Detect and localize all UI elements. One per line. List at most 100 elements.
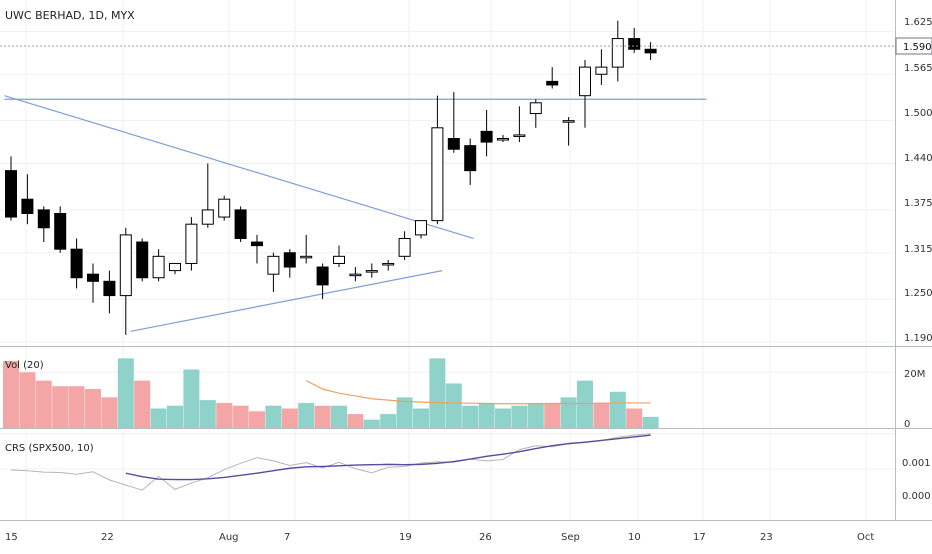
candle (628, 27, 641, 53)
time-tick: Aug (219, 532, 239, 543)
volume-bar (183, 369, 200, 428)
candle-body (316, 266, 329, 286)
time-tick: 10 (628, 532, 641, 543)
candle (201, 163, 214, 228)
candle (447, 92, 460, 153)
volume-bar (626, 408, 643, 428)
volume-bar (35, 380, 52, 428)
candle (316, 263, 329, 300)
volume-axis: 20M 0 (904, 369, 925, 430)
last-price-tag (895, 37, 932, 55)
candle-body (234, 209, 247, 239)
price-tick: 1.625 (904, 17, 932, 28)
candle (497, 134, 509, 143)
candle-body (119, 234, 132, 297)
volume-bar (478, 402, 495, 428)
price-tick: 1.375 (904, 198, 932, 209)
price-tick: 1.500 (904, 108, 932, 119)
volume-bar (216, 402, 233, 428)
crs-tick: 0.001 (902, 458, 931, 469)
trendline (4, 95, 474, 240)
candle (251, 234, 263, 264)
volume-bar (593, 402, 610, 428)
volume-bar (298, 402, 315, 428)
volume-bar (609, 391, 626, 428)
candle-body (595, 66, 608, 75)
volume-bar (3, 361, 19, 428)
time-tick: 23 (760, 532, 773, 543)
price-tick: 1.565 (904, 63, 932, 74)
time-tick: 7 (284, 532, 290, 543)
candle (5, 156, 17, 221)
candle (234, 206, 247, 243)
candle (218, 195, 231, 221)
volume-bar (265, 405, 282, 428)
candle-body (431, 127, 444, 222)
volume-bar (380, 414, 397, 428)
candle-body (70, 248, 83, 279)
time-tick: 19 (399, 532, 412, 543)
candle-body (513, 134, 526, 137)
volume-bars (3, 358, 659, 428)
last-price-label: 1.590 (903, 42, 932, 53)
time-tick: 15 (5, 532, 18, 543)
candle-body (87, 273, 99, 282)
volume-bar (150, 408, 167, 428)
candle (431, 95, 444, 225)
volume-tick: 0 (904, 419, 910, 430)
candle (333, 245, 345, 268)
candle-body (480, 130, 493, 143)
volume-bar (249, 411, 265, 428)
candle-body (562, 120, 575, 123)
candle-body (169, 262, 181, 272)
volume-bar (429, 358, 446, 428)
candle-body (579, 66, 591, 97)
candle (300, 234, 313, 264)
candlesticks (5, 20, 657, 335)
candle-body (382, 262, 395, 266)
volume-bar (85, 389, 101, 428)
chart-title: UWC BERHAD, 1D, MYX (5, 9, 135, 22)
volume-label: Vol (20) (5, 360, 44, 371)
candle-body (21, 198, 34, 214)
candle (267, 252, 280, 293)
candle-body (464, 145, 477, 172)
candle-body (529, 102, 542, 115)
candle (529, 99, 542, 128)
candle (87, 263, 99, 303)
candle-body (497, 138, 509, 141)
crs-line (10, 433, 651, 491)
price-axis[interactable]: 1.625 1.565 1.500 1.440 1.375 1.315 1.25… (904, 17, 932, 344)
time-axis[interactable]: 15 22 Aug 7 19 26 Sep 10 17 23 Oct (5, 532, 874, 543)
candle (70, 238, 83, 289)
candle (644, 42, 657, 60)
candle (480, 109, 493, 157)
crs-label: CRS (SPX500, 10) (5, 443, 94, 454)
price-tick: 1.190 (904, 333, 932, 344)
candle (546, 67, 559, 89)
candle (169, 262, 181, 275)
candle-body (447, 138, 460, 150)
candle (152, 249, 165, 282)
volume-bar (331, 405, 347, 428)
time-tick: 26 (479, 532, 492, 543)
candle (415, 220, 427, 239)
volume-bar (314, 405, 331, 428)
trendlines (4, 95, 707, 332)
crs-axis: 0.001 0.000 (902, 458, 931, 502)
candle (365, 263, 378, 278)
time-tick: 22 (101, 532, 114, 543)
candle-body (300, 255, 313, 259)
volume-bar (134, 380, 151, 428)
candle (54, 206, 67, 253)
crs-lines (10, 433, 651, 491)
candle-body (185, 223, 198, 264)
candle (398, 231, 411, 260)
candle-body (365, 270, 378, 273)
volume-bar (167, 405, 183, 428)
volume-bar (495, 408, 511, 428)
volume-bar (363, 419, 380, 428)
candle (464, 138, 477, 185)
volume-bar (396, 397, 413, 428)
